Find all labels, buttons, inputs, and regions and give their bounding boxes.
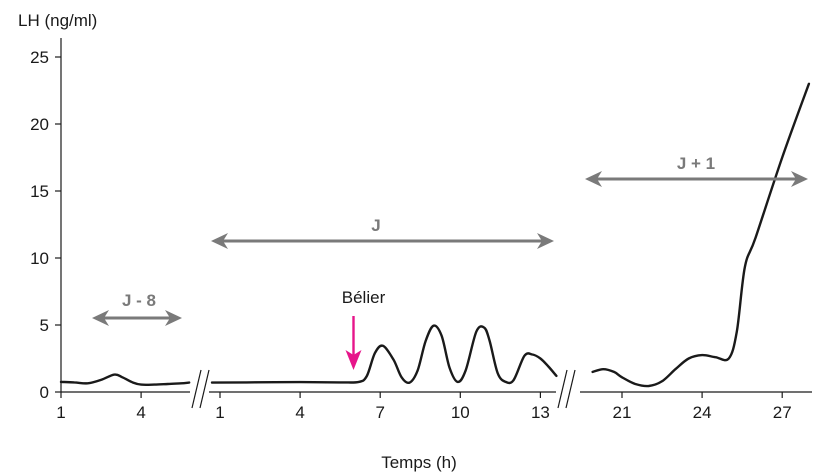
y-tick-label: 10 xyxy=(30,249,49,268)
x-tick-label: 24 xyxy=(693,403,712,422)
x-tick-label: 13 xyxy=(531,403,550,422)
x-tick-label: 27 xyxy=(773,403,792,422)
period-label: J + 1 xyxy=(677,154,715,173)
x-tick-label: 10 xyxy=(451,403,470,422)
axis-break-mark xyxy=(565,369,576,409)
y-tick-label: 15 xyxy=(30,182,49,201)
period-arrow-head-left xyxy=(211,233,228,249)
axis-break-mark xyxy=(199,369,210,409)
y-tick-label: 25 xyxy=(30,48,49,67)
period-arrow-head-right xyxy=(537,233,554,249)
period-arrow-head-left xyxy=(92,310,109,326)
x-axis-title: Temps (h) xyxy=(381,453,457,472)
lh-series-line xyxy=(59,373,191,387)
period-label: J xyxy=(371,216,380,235)
period-label: J - 8 xyxy=(122,291,156,310)
lh-series-line xyxy=(210,324,558,385)
x-tick-label: 21 xyxy=(613,403,632,422)
x-tick-label: 4 xyxy=(136,403,145,422)
period-arrow-head-right xyxy=(791,171,808,187)
axis-break-mark xyxy=(557,369,568,409)
period-arrow-head-left xyxy=(585,171,602,187)
y-tick-label: 0 xyxy=(40,383,49,402)
event-arrow-head xyxy=(345,350,362,370)
x-tick-label: 1 xyxy=(215,403,224,422)
period-arrow-head-right xyxy=(165,310,182,326)
x-tick-label: 4 xyxy=(295,403,304,422)
y-tick-label: 5 xyxy=(40,316,49,335)
y-axis-title: LH (ng/ml) xyxy=(18,11,97,30)
x-tick-label: 7 xyxy=(375,403,384,422)
lh-series-line xyxy=(591,82,811,388)
event-label: Bélier xyxy=(342,288,386,307)
y-tick-label: 20 xyxy=(30,115,49,134)
x-tick-label: 1 xyxy=(56,403,65,422)
axis-break-mark xyxy=(191,369,202,409)
